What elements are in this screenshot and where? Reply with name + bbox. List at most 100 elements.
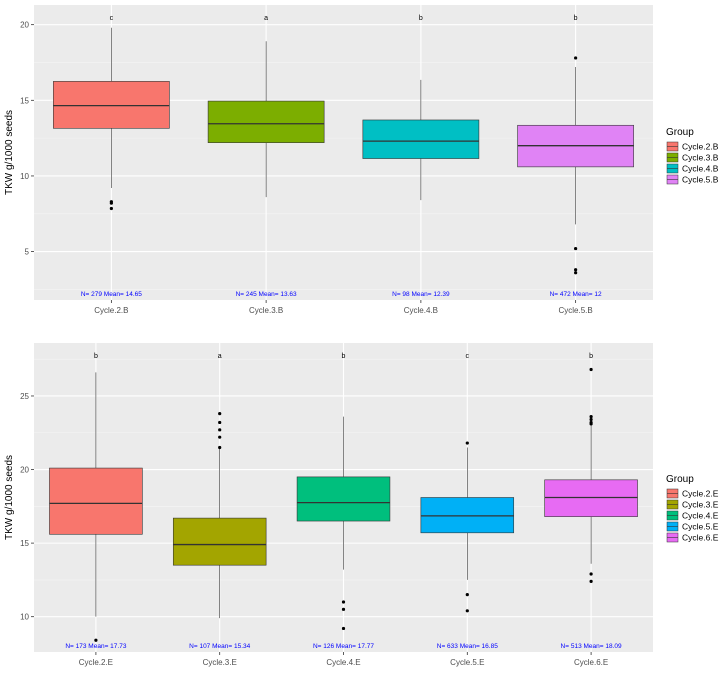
- legend-label: Cycle.3.B: [682, 153, 719, 163]
- legend-item: Cycle.6.E: [666, 533, 719, 543]
- y-tick-label: 15: [20, 539, 29, 548]
- outlier-point: [94, 638, 98, 642]
- outlier-point: [589, 367, 593, 372]
- box-iqr: [49, 467, 143, 535]
- legend-item: Cycle.3.B: [666, 153, 719, 163]
- box-Cycle.6.E: b N= 513 Mean= 18.09: [544, 353, 638, 650]
- legend-label: Cycle.5.E: [682, 522, 719, 532]
- outlier-point: [341, 600, 346, 604]
- box-Cycle.3.B: a N= 245 Mean= 13.63: [207, 15, 325, 298]
- outlier-point: [218, 420, 222, 425]
- outlier-point: [589, 417, 593, 422]
- legend-label: Cycle.4.B: [682, 164, 719, 174]
- outlier-point: [109, 206, 113, 211]
- legend-label: Cycle.6.E: [682, 533, 719, 543]
- n-mean-annotation: N= 633 Mean= 16.85: [437, 643, 498, 650]
- outlier-point: [218, 435, 222, 439]
- outlier-point: [218, 412, 222, 416]
- outlier-point: [218, 428, 222, 432]
- legend-item: Cycle.4.B: [666, 164, 719, 174]
- x-tick-label: Cycle.3.B: [249, 306, 283, 315]
- legend-item: Cycle.5.E: [666, 522, 719, 532]
- box-Cycle.3.E: a N= 107 Mean= 15.34: [172, 353, 267, 650]
- x-tick-label: Cycle.4.E: [326, 658, 360, 667]
- box-iqr: [420, 497, 515, 534]
- box-iqr: [362, 119, 480, 159]
- outlier-point: [465, 609, 469, 613]
- y-tick-label: 25: [20, 392, 29, 401]
- x-tick-label: Cycle.4.B: [404, 306, 438, 315]
- legend: Group Cycle.2.ECycle.3.ECycle.4.ECycle.5.…: [666, 474, 719, 543]
- significance-letter: b: [589, 353, 593, 360]
- box-Cycle.2.E: b N= 173 Mean= 17.73: [49, 353, 143, 650]
- legend-item: Cycle.3.E: [666, 500, 719, 510]
- significance-letter: a: [264, 15, 268, 22]
- y-tick-label: 15: [20, 96, 29, 105]
- n-mean-annotation: N= 107 Mean= 15.34: [189, 643, 250, 650]
- x-tick-label: Cycle.2.B: [94, 306, 128, 315]
- x-tick-label: Cycle.2.E: [79, 658, 113, 667]
- legend-title: Group: [666, 474, 694, 485]
- x-tick-label: Cycle.5.E: [450, 658, 484, 667]
- n-mean-annotation: N= 245 Mean= 13.63: [236, 291, 297, 298]
- significance-letter: b: [574, 15, 578, 22]
- outlier-point: [109, 201, 113, 205]
- y-tick-label: 5: [25, 248, 30, 257]
- legend-label: Cycle.2.E: [682, 489, 719, 499]
- significance-letter: b: [94, 353, 98, 360]
- box-Cycle.2.B: c N= 279 Mean= 14.65: [53, 15, 170, 298]
- n-mean-annotation: N= 279 Mean= 14.65: [81, 291, 142, 298]
- x-tick-label: Cycle.6.E: [574, 658, 608, 667]
- outlier-point: [589, 579, 593, 583]
- significance-letter: b: [419, 15, 423, 22]
- y-tick-label: 10: [20, 172, 29, 181]
- n-mean-annotation: N= 513 Mean= 18.09: [561, 643, 622, 650]
- x-tick-label: Cycle.5.B: [559, 306, 593, 315]
- box-Cycle.4.B: b N= 98 Mean= 12.39: [362, 15, 480, 298]
- legend-label: Cycle.3.E: [682, 500, 719, 510]
- y-tick-label: 20: [20, 466, 29, 475]
- legend-title: Group: [666, 127, 694, 138]
- box-Cycle.4.E: b N= 126 Mean= 17.77: [296, 353, 391, 650]
- outlier-point: [465, 441, 469, 445]
- box-iqr: [172, 517, 267, 566]
- outlier-point: [341, 607, 346, 611]
- significance-letter: c: [466, 353, 470, 360]
- n-mean-annotation: N= 98 Mean= 12.39: [392, 291, 450, 298]
- significance-letter: c: [110, 15, 114, 22]
- outlier-point: [574, 56, 578, 60]
- outlier-point: [574, 271, 578, 275]
- outlier-point: [589, 572, 593, 576]
- box-iqr: [544, 479, 638, 517]
- outlier-point: [218, 445, 222, 450]
- x-tick-label: Cycle.3.E: [203, 658, 237, 667]
- legend-item: Cycle.2.B: [666, 142, 719, 152]
- box-iqr: [53, 81, 170, 129]
- box-iqr: [296, 476, 391, 522]
- y-axis-title: TKW g/1000 seeds: [4, 455, 15, 540]
- outlier-point: [465, 593, 469, 597]
- legend: Group Cycle.2.BCycle.3.BCycle.4.BCycle.5.…: [666, 127, 719, 185]
- significance-letter: a: [218, 353, 222, 360]
- outlier-point: [574, 246, 578, 251]
- n-mean-annotation: N= 173 Mean= 17.73: [65, 643, 126, 650]
- outlier-point: [589, 414, 593, 419]
- n-mean-annotation: N= 126 Mean= 17.77: [313, 643, 374, 650]
- box-Cycle.5.B: b N= 472 Mean= 12: [517, 15, 634, 298]
- legend-label: Cycle.2.B: [682, 142, 719, 152]
- legend-label: Cycle.5.B: [682, 175, 719, 185]
- n-mean-annotation: N= 472 Mean= 12: [550, 291, 602, 298]
- outlier-point: [574, 268, 578, 272]
- legend-item: Cycle.5.B: [666, 175, 719, 185]
- legend-label: Cycle.4.E: [682, 511, 719, 521]
- outlier-point: [341, 626, 346, 631]
- y-axis-title: TKW g/1000 seeds: [4, 110, 15, 195]
- legend-item: Cycle.2.E: [666, 489, 719, 499]
- y-tick-label: 10: [20, 613, 29, 622]
- box-Cycle.5.E: c N= 633 Mean= 16.85: [420, 353, 515, 650]
- box-iqr: [207, 100, 325, 143]
- significance-letter: b: [342, 353, 346, 360]
